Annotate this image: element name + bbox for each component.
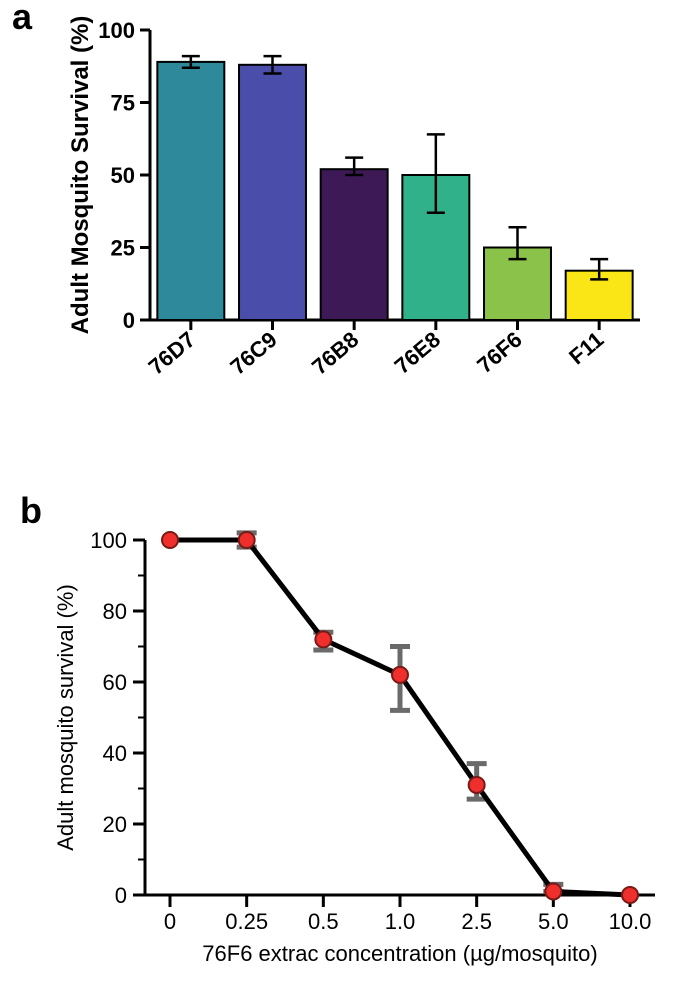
svg-text:76E8: 76E8 [390, 327, 445, 379]
svg-text:Adult mosquito survival (%): Adult mosquito survival (%) [53, 584, 78, 851]
svg-text:0: 0 [164, 909, 176, 934]
svg-text:50: 50 [111, 163, 135, 188]
svg-text:76B8: 76B8 [307, 327, 363, 380]
panel-a-label: a [12, 0, 32, 38]
svg-text:100: 100 [90, 528, 127, 553]
svg-text:0.5: 0.5 [308, 909, 339, 934]
svg-text:76C9: 76C9 [225, 327, 281, 380]
svg-text:0: 0 [115, 883, 127, 908]
figure-container: a 0255075100Adult Mosquito Survival (%)7… [0, 0, 685, 1002]
svg-text:0: 0 [123, 308, 135, 333]
svg-text:Adult Mosquito Survival (%): Adult Mosquito Survival (%) [67, 16, 94, 335]
svg-text:1.0: 1.0 [385, 909, 416, 934]
panel-a-chart: 0 25 50 75 100Adult Mosquito Survival (%) 76D… [60, 10, 660, 430]
svg-text:76D7: 76D7 [144, 327, 200, 380]
svg-text:5.0: 5.0 [538, 909, 569, 934]
svg-text:10.0: 10.0 [609, 909, 652, 934]
svg-text:100: 100 [98, 18, 135, 43]
svg-text:80: 80 [103, 599, 127, 624]
svg-text:76F6: 76F6 [472, 327, 526, 378]
svg-text:20: 20 [103, 812, 127, 837]
svg-text:0.25: 0.25 [225, 909, 268, 934]
svg-text:60: 60 [103, 670, 127, 695]
svg-text:F11: F11 [564, 327, 608, 370]
svg-text:2.5: 2.5 [461, 909, 492, 934]
svg-text:76F6 extrac concentration (µg/: 76F6 extrac concentration (µg/mosquito) [202, 941, 597, 966]
panel-b-chart: 0 20 40 60 80 100 Adult mosquito survival (%) 0… [40, 520, 680, 990]
svg-text:40: 40 [103, 741, 127, 766]
svg-text:75: 75 [111, 91, 135, 116]
svg-text:25: 25 [111, 236, 135, 261]
panel-b-label: b [20, 490, 42, 532]
